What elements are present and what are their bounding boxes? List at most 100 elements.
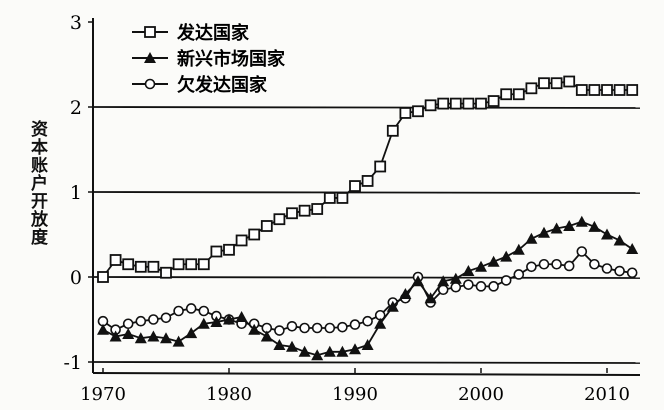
data-point — [475, 260, 487, 272]
data-point — [260, 330, 273, 342]
data-point — [487, 255, 500, 267]
data-point — [97, 271, 109, 283]
data-point — [575, 84, 588, 96]
data-point — [185, 327, 198, 339]
data-point — [260, 220, 273, 232]
data-point — [500, 88, 513, 101]
data-point — [298, 204, 311, 217]
y-tick-label: -1 — [63, 352, 82, 374]
data-point — [399, 107, 412, 119]
data-point — [500, 275, 512, 286]
y-tick-label: 1 — [70, 182, 82, 204]
data-point — [248, 228, 261, 241]
legend-label: 欠发达国家 — [177, 74, 268, 96]
x-axis — [92, 372, 641, 376]
series-1 — [97, 215, 639, 361]
data-point — [349, 319, 361, 330]
x-tick-label: 1980 — [206, 384, 252, 405]
data-point — [134, 260, 147, 273]
y-tick-label: 0 — [70, 267, 82, 289]
gridline — [92, 276, 641, 279]
data-point — [273, 339, 286, 350]
data-point — [349, 343, 361, 355]
data-point — [513, 269, 525, 280]
series-0 — [97, 75, 639, 283]
gridline — [92, 106, 641, 109]
data-point — [437, 97, 450, 110]
data-point — [349, 180, 361, 192]
data-point — [487, 95, 500, 107]
data-point — [424, 99, 437, 112]
data-point — [147, 260, 160, 273]
data-point — [235, 310, 248, 322]
data-point — [538, 226, 550, 238]
data-point — [374, 317, 387, 329]
data-point — [122, 327, 135, 339]
data-point — [525, 232, 538, 244]
data-point — [462, 265, 475, 277]
data-point — [323, 345, 336, 357]
data-point — [463, 279, 474, 290]
data-point — [601, 263, 613, 274]
data-point — [109, 254, 122, 266]
data-point — [198, 305, 210, 317]
data-point — [311, 203, 324, 215]
data-point — [185, 303, 197, 314]
data-point — [412, 105, 424, 118]
data-point — [197, 317, 210, 329]
legend-label: 新兴市场国家 — [177, 48, 286, 70]
data-point — [286, 207, 298, 220]
data-point — [160, 312, 172, 324]
legend-label: 发达国家 — [176, 22, 250, 44]
data-point — [563, 260, 575, 272]
data-point — [160, 332, 172, 344]
data-point — [197, 258, 210, 271]
data-point — [286, 320, 298, 332]
data-point — [563, 220, 576, 231]
data-point — [500, 250, 513, 262]
data-point — [134, 332, 147, 344]
legend-marker — [144, 52, 156, 63]
data-point — [399, 288, 412, 299]
data-point — [589, 258, 600, 270]
data-point — [135, 315, 147, 327]
data-point — [386, 124, 399, 137]
data-point — [512, 88, 525, 101]
data-point — [475, 97, 487, 110]
data-point — [374, 160, 387, 173]
data-point — [588, 84, 601, 96]
x-tick-label: 2010 — [584, 384, 630, 405]
x-tick-label: 2000 — [458, 384, 504, 405]
data-point — [576, 246, 588, 257]
data-point — [614, 265, 625, 277]
data-point — [235, 234, 248, 247]
data-point — [361, 339, 374, 350]
data-point — [449, 272, 462, 284]
data-point — [336, 192, 349, 204]
data-point — [122, 318, 134, 330]
data-point — [223, 313, 235, 325]
series-line — [102, 220, 633, 357]
data-point — [336, 345, 349, 357]
data-point — [122, 258, 135, 271]
series-2 — [97, 246, 638, 336]
data-point — [185, 258, 198, 271]
data-point — [362, 315, 373, 327]
data-point — [311, 349, 324, 361]
data-point — [210, 245, 223, 258]
data-point — [613, 234, 626, 246]
data-point — [109, 330, 122, 342]
data-point — [223, 243, 235, 256]
data-point — [210, 316, 223, 328]
data-point — [147, 330, 160, 342]
data-point — [626, 242, 639, 254]
data-point — [299, 322, 310, 334]
data-point — [526, 261, 537, 273]
data-point — [626, 267, 638, 279]
data-point — [563, 75, 576, 88]
data-point — [173, 305, 184, 317]
gridline — [92, 361, 641, 364]
data-point — [148, 314, 159, 325]
data-point — [160, 266, 172, 279]
data-point — [575, 215, 588, 227]
